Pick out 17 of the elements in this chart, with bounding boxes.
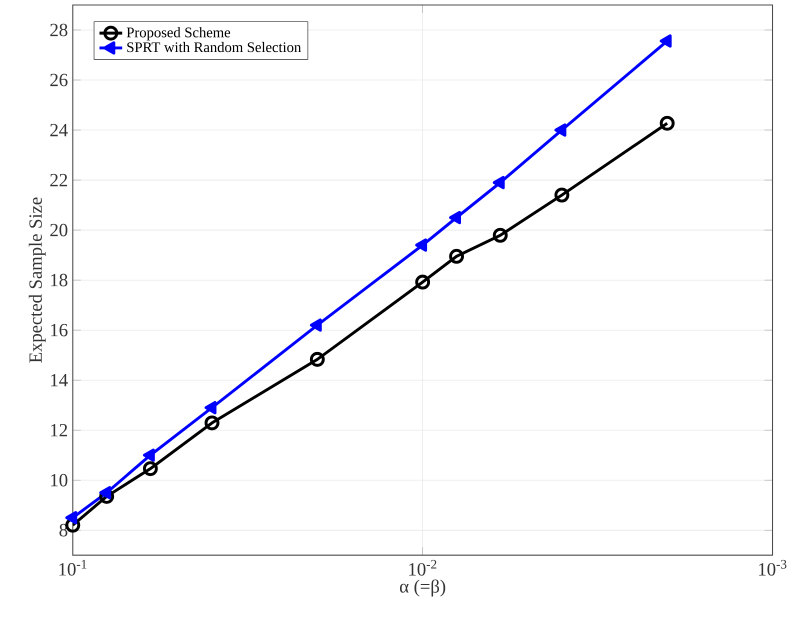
y-tick-label: 22 [50,174,68,186]
y-tick-label: 26 [50,74,68,86]
y-tick-label: 10 [51,474,68,486]
y-tick-label: 24 [50,124,68,136]
y-tick-label: 14 [51,374,68,386]
x-tick-label: 10$^{-1}$ [59,560,86,576]
y-axis-title: Expected Sample Size [28,198,46,363]
y-tick-label: 18 [51,274,68,286]
y-tick-label: 16 [51,324,68,336]
y-tick-label: 12 [51,424,68,436]
x-tick-label: 10$^{-3}$ [759,560,786,576]
legend-label: Proposed Scheme [126,27,230,40]
y-tick-label: 20 [50,224,68,236]
y-tick-label: 28 [50,24,68,36]
x-tick-label: 10$^{-2}$ [409,560,436,576]
legend-label: SPRT with Random Selection [127,42,302,52]
x-axis-title: α (=β) [400,579,446,597]
